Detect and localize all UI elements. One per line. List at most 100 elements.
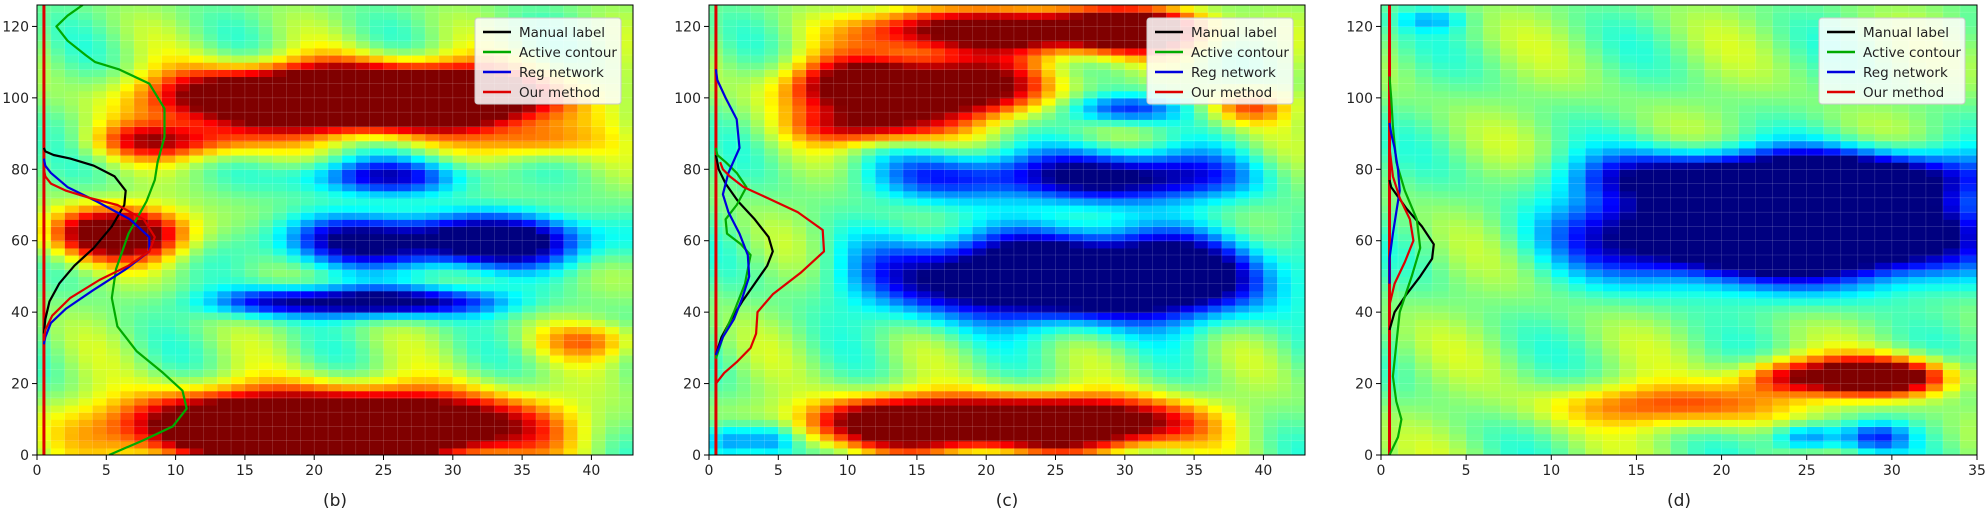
heatmap-cell [245, 298, 259, 306]
heatmap-cell [1083, 248, 1097, 256]
heatmap-cell [508, 305, 522, 313]
heatmap-cell [1056, 234, 1070, 242]
heatmap-cell [356, 255, 370, 263]
heatmap-cell [778, 348, 792, 356]
heatmap-cell [1166, 212, 1180, 220]
heatmap-cell [834, 126, 848, 134]
heatmap-cell [931, 191, 945, 199]
heatmap-cell [467, 419, 481, 427]
heatmap-cell [245, 41, 259, 49]
heatmap-cell [1028, 419, 1042, 427]
heatmap-cell [536, 334, 550, 342]
heatmap-cell [972, 326, 986, 334]
heatmap-cell [917, 134, 931, 142]
heatmap-cell [439, 348, 453, 356]
heatmap-cell [578, 284, 592, 292]
heatmap-cell [1125, 362, 1139, 370]
heatmap-cell [778, 326, 792, 334]
heatmap-cell [342, 162, 356, 170]
heatmap-cell [778, 98, 792, 106]
heatmap-cell [245, 419, 259, 427]
heatmap-cell [411, 269, 425, 277]
heatmap-cell [1028, 319, 1042, 327]
heatmap-cell [806, 126, 820, 134]
heatmap-cell [986, 276, 1000, 284]
heatmap-cell [834, 234, 848, 242]
heatmap-cell [903, 255, 917, 263]
heatmap-cell [439, 384, 453, 392]
heatmap-cell [467, 155, 481, 163]
heatmap-cell [134, 341, 148, 349]
heatmap-cell [1056, 98, 1070, 106]
heatmap-cell [1125, 219, 1139, 227]
heatmap-cell [820, 41, 834, 49]
heatmap-cell [1139, 212, 1153, 220]
heatmap-cell [300, 5, 314, 13]
heatmap-cell [619, 141, 633, 149]
heatmap-cell [342, 341, 356, 349]
heatmap-cell [356, 62, 370, 70]
heatmap-cell [439, 262, 453, 270]
heatmap-cell [106, 105, 120, 113]
heatmap-cell [1056, 426, 1070, 434]
heatmap-cell [189, 298, 203, 306]
heatmap-cell [848, 98, 862, 106]
heatmap-cell [1111, 169, 1125, 177]
heatmap-cell [723, 276, 737, 284]
heatmap-cell [861, 426, 875, 434]
heatmap-cell [1125, 105, 1139, 113]
heatmap-cell [861, 405, 875, 413]
heatmap-cell [903, 19, 917, 27]
heatmap-cell [1042, 355, 1056, 363]
heatmap-cell [51, 105, 65, 113]
heatmap-cell [1028, 312, 1042, 320]
heatmap-cell [536, 355, 550, 363]
heatmap-cell [245, 212, 259, 220]
heatmap-cell [203, 162, 217, 170]
heatmap-cell [1097, 291, 1111, 299]
heatmap-cell [536, 341, 550, 349]
heatmap-cell [411, 48, 425, 56]
heatmap-cell [370, 134, 384, 142]
heatmap-cell [259, 134, 273, 142]
heatmap-cell [231, 398, 245, 406]
heatmap-cell [203, 326, 217, 334]
heatmap-cell [203, 41, 217, 49]
heatmap-cell [931, 198, 945, 206]
heatmap-cell [217, 398, 231, 406]
heatmap-cell [51, 226, 65, 234]
heatmap-cell [120, 141, 134, 149]
heatmap-cell [723, 241, 737, 249]
heatmap-cell [792, 405, 806, 413]
heatmap-cell [1042, 434, 1056, 442]
heatmap-cell [605, 148, 619, 156]
heatmap-cell [931, 434, 945, 442]
heatmap-cell [1083, 384, 1097, 392]
heatmap-cell [425, 369, 439, 377]
heatmap-cell [245, 155, 259, 163]
heatmap-cell [848, 141, 862, 149]
heatmap-cell [1166, 426, 1180, 434]
heatmap-cell [564, 312, 578, 320]
heatmap-cell [273, 434, 287, 442]
heatmap-cell [917, 155, 931, 163]
heatmap-cell [300, 62, 314, 70]
heatmap-cell [917, 112, 931, 120]
heatmap-cell [917, 326, 931, 334]
heatmap-cell [286, 134, 300, 142]
heatmap-cell [65, 176, 79, 184]
heatmap-cell [1139, 162, 1153, 170]
heatmap-cell [356, 226, 370, 234]
heatmap-cell [176, 5, 190, 13]
heatmap-cell [314, 305, 328, 313]
heatmap-cell [397, 312, 411, 320]
heatmap-cell [806, 398, 820, 406]
heatmap-cell [1125, 434, 1139, 442]
heatmap-cell [889, 434, 903, 442]
heatmap-cell [259, 384, 273, 392]
heatmap-cell [522, 441, 536, 449]
heatmap-cell [972, 55, 986, 63]
heatmap-cell [889, 312, 903, 320]
heatmap-cell [917, 334, 931, 342]
heatmap-cell [945, 41, 959, 49]
